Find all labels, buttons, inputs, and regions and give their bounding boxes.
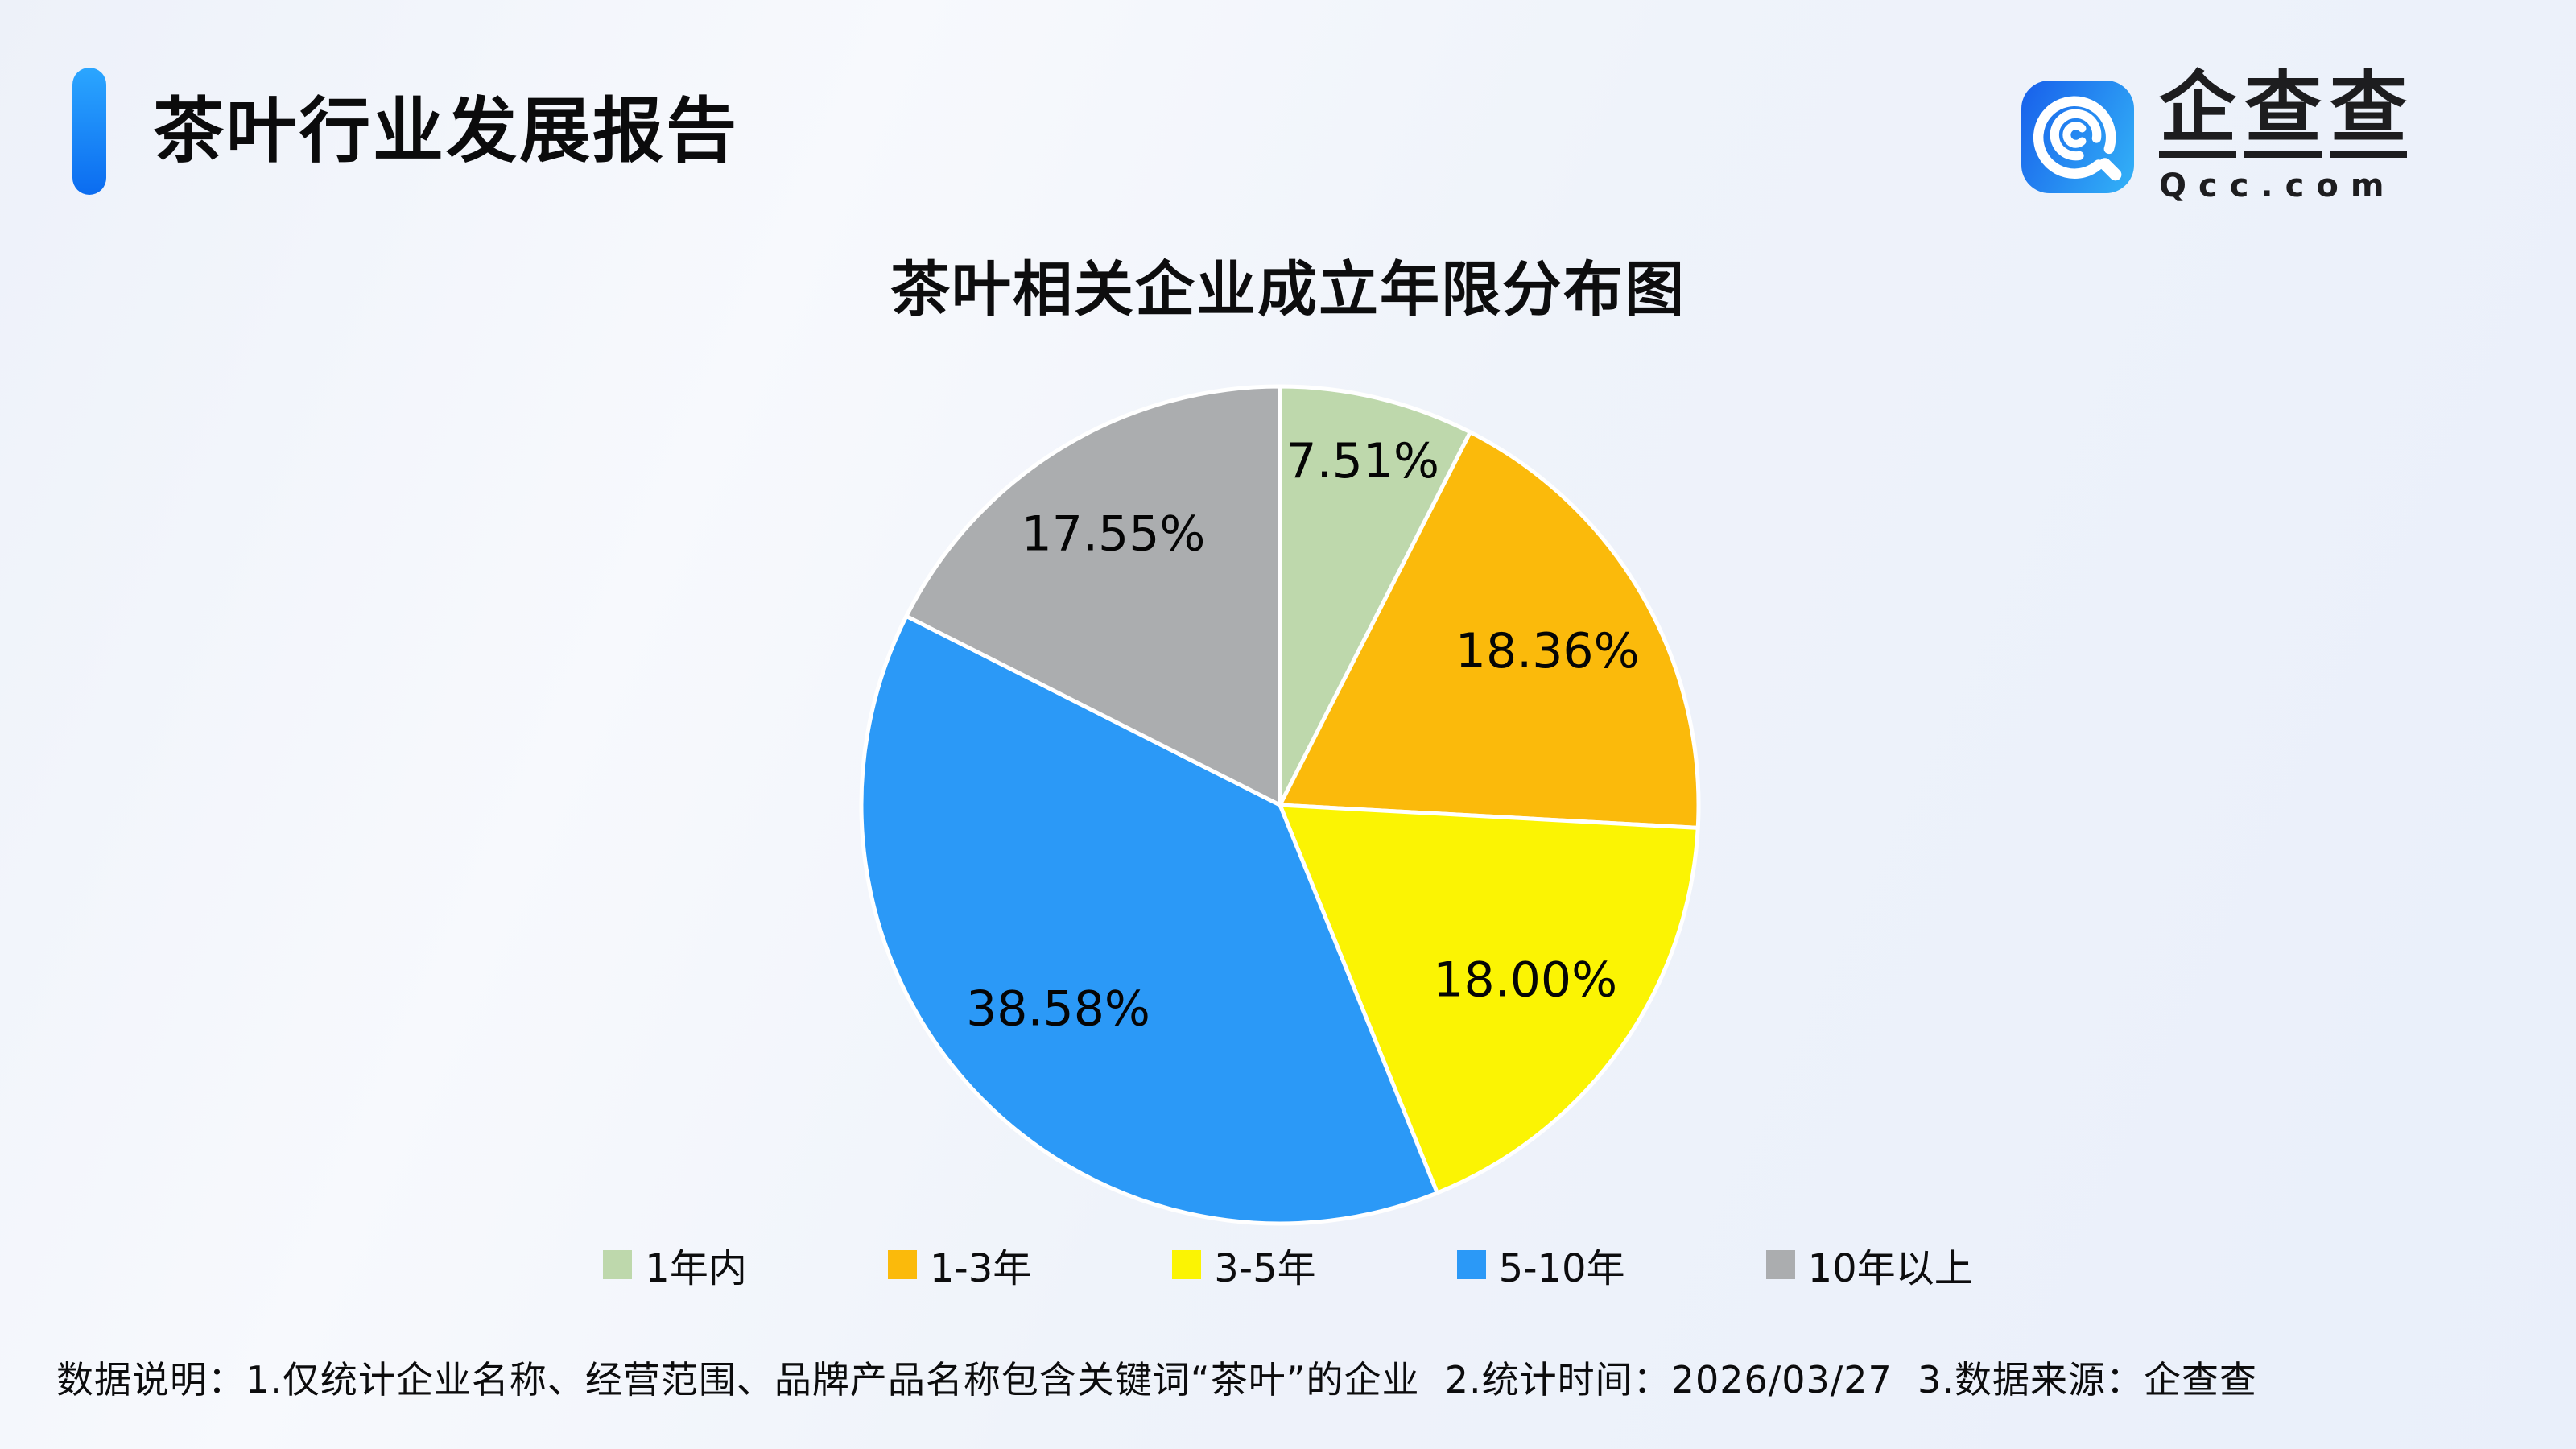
legend-item-10年以上: 10年以上: [1765, 1236, 1973, 1293]
qcc-magnifier-icon: [2021, 80, 2134, 193]
logo-char: 查: [2330, 69, 2407, 158]
pie-slice-1年内: [1278, 384, 1472, 807]
chart-title: 茶叶相关企业成立年限分布图: [890, 255, 1686, 324]
legend-label: 1年内: [645, 1246, 747, 1291]
qcc-logo: 企查查 Qcc.com: [2017, 69, 2407, 204]
legend-label: 1-3年: [929, 1246, 1032, 1291]
logo-domain: Qcc.com: [2159, 167, 2396, 204]
legend-item-1-3年: 1-3年: [887, 1236, 1032, 1293]
pie-chart: 7.51% 18.36% 18.00% 38.58% 17.55%: [859, 384, 1701, 1226]
data-notes: 数据说明：1.仅统计企业名称、经营范围、品牌产品名称包含关键词“茶叶”的企业 2…: [56, 1358, 2257, 1402]
legend-swatch-icon: [1765, 1250, 1795, 1279]
legend-item-5-10年: 5-10年: [1456, 1236, 1625, 1293]
pie-value-label-1年内: 7.51%: [1286, 433, 1439, 489]
legend-swatch-icon: [1172, 1250, 1202, 1279]
logo-char: 查: [2244, 69, 2322, 158]
title-accent-bar: [72, 68, 106, 195]
legend-swatch-icon: [603, 1250, 633, 1279]
legend-swatch-icon: [887, 1250, 917, 1279]
legend-item-1年内: 1年内: [603, 1236, 747, 1293]
pie-value-label-1-3年: 18.36%: [1455, 623, 1640, 679]
legend-label: 5-10年: [1498, 1246, 1625, 1291]
pie-slice-3-5年: [1278, 803, 1700, 1195]
logo-char: 企: [2159, 69, 2236, 158]
pie-value-label-3-5年: 18.00%: [1433, 952, 1617, 1009]
legend-label: 10年以上: [1807, 1246, 1973, 1291]
pie-slice-5-10年: [859, 613, 1439, 1226]
legend-swatch-icon: [1456, 1250, 1486, 1279]
chart-legend: 1年内 1-3年 3-5年 5-10年 10年以上: [0, 1236, 2576, 1293]
logo-text: 企查查 Qcc.com: [2159, 69, 2407, 204]
pie-value-label-5-10年: 38.58%: [966, 981, 1150, 1038]
pie-value-label-10年以上: 17.55%: [1022, 506, 1206, 562]
legend-label: 3-5年: [1214, 1246, 1316, 1291]
pie-slice-1-3年: [1278, 430, 1701, 830]
legend-item-3-5年: 3-5年: [1172, 1236, 1316, 1293]
page-title: 茶叶行业发展报告: [153, 89, 740, 172]
pie-slice-10年以上: [904, 384, 1282, 807]
logo-name: 企查查: [2159, 69, 2407, 158]
